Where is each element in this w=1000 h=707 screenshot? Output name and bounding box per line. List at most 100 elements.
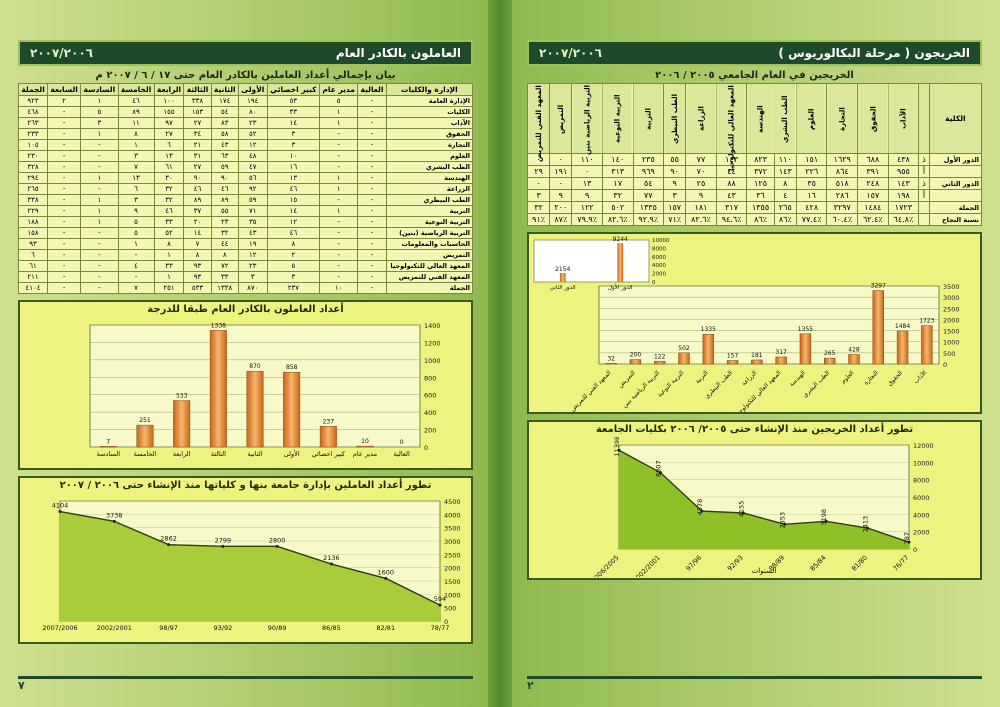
staff-table-cell: ١٤ [266,117,321,129]
x-tick-label: الثانية [248,450,263,458]
staff-table-cell: ٢٦٥ [17,183,49,195]
staff-table-cell: الطب البشري [385,161,474,173]
staff-table-cell: ١٦ [266,161,321,173]
x-tick-label: التربية [694,369,710,385]
data-point [275,544,279,548]
graduates-table-cell: ١٧ [601,177,634,190]
staff-table-cell: - [80,260,119,272]
staff-table-cell: ٢ [47,95,82,107]
staff-table-cell: الإدارة العامة [385,95,474,107]
staff-table-cell: ٨ [183,249,212,261]
staff-table-cell: ٤٨ [237,150,268,162]
graduates-table-cell: ١٦ [795,189,828,202]
staff-table-cell: ١ [80,95,119,107]
bar [99,446,117,448]
graduates-table-cell: ٣٢٩٧ [826,201,859,214]
staff-table-cell: - [47,139,82,151]
staff-table-cell: ٨ [266,238,321,250]
staff-table-cell: ٥ [80,106,119,118]
staff-table-cell: ٥٩ [210,161,239,173]
series-line [59,510,441,606]
y-tick-label: 10000 [913,459,934,467]
staff-table-cell: ١٣ [117,172,155,184]
graduates-table-cell: ٪٧٧.٤ [795,213,828,226]
graduates-table-cell: ١٥١ [795,153,828,166]
y-tick-label: 3500 [943,283,960,291]
staff-table-cell: - [47,172,82,184]
staff-table-cell: ١ [80,172,119,184]
staff-table-row: الإدارة العامة -٥ ٥٣ ١٩٤ ١٧٤ ٣٣٨ ١٠٠ ٤٦ ١ ٢ ٩٢٣ [17,95,474,107]
graduates-table-cell: ٣١٣ [601,165,634,178]
staff-table-cell: ٢٩٤ [17,172,49,184]
graduates-table-cell: ١٢٥ [746,177,775,190]
staff-table-cell: ٢١١ [17,271,49,283]
staff-table-cell: - [47,117,82,129]
graduates-table-cell: ٢٨٦ [826,189,859,202]
y-tick-label: 12000 [913,442,934,450]
x-tick-label: كبير اخصائي [312,450,346,458]
graduates-table-cell [928,165,983,178]
x-tick-label: 78/77 [431,624,450,632]
data-point [384,576,388,580]
staff-table-cell: - [319,161,359,173]
staff-table-header-cell: مدير عام [319,83,359,96]
staff-table-cell: - [357,282,387,294]
area-fill [619,450,909,549]
bar-data-label: 317 [775,349,787,356]
staff-table-cell: ٣٢٨ [17,161,49,173]
staff-table-row: المعهد الفني للتمريض - -٣ ٣ ٣٣ ٩٣ ١- - -٢١١ [17,271,474,283]
x-tick-label: الخامسة [134,450,157,458]
y-tick-label: 1000 [943,339,960,347]
staff-table-row: الطب البيطري - -١٥ ٥٩ ٨٩ ٨٩ ٣٢ ٣ ١-٣٣٨ [17,194,474,206]
staff-table-cell: - [47,260,82,272]
graduates-table-cell: ٠ [571,165,603,178]
staff-table-cell: ٥٢ [237,128,268,140]
graduates-table-cell: ٢٩ [526,165,551,178]
staff-bar-chart-box: أعداد العاملون بالكادر العام طبقا للدرجة… [18,300,473,470]
x-tick-label: 86/85 [322,624,341,632]
staff-table-cell: التمريض [385,249,474,261]
bar-data-label: 122 [654,353,666,360]
staff-table-cell: ٥٦ [237,172,268,184]
staff-table-cell: ٤ [117,260,155,272]
y-tick-label: 200 [424,427,436,435]
graduates-table-cell: ١٧٢٣ [887,201,920,214]
staff-table-cell: ٧٢ [210,260,239,272]
graduates-line-chart: 0 2000 4000 6000 8000 10000 12000 787 76/77 2413 8… [590,436,934,584]
x-tick-label: 93/92 [213,624,232,632]
staff-table-cell: ٦ [153,139,185,151]
graduates-table-cell: ١٣٥٥ [746,201,775,214]
staff-table-cell: - [357,194,387,206]
staff-table-cell: ١ [80,216,119,228]
staff-table-cell: الهندسة [385,172,474,184]
staff-table-cell: ١ [319,172,359,184]
bar-data-label: 237 [323,418,335,425]
staff-table-cell: - [357,150,387,162]
x-tick-label: الآداب [912,369,929,386]
staff-table-header-cell: الأولى [237,83,268,96]
staff-table-cell: ١ [319,117,359,129]
staff-table-cell: ١٥٥ [153,106,185,118]
x-tick-label: العالية [393,450,410,458]
staff-table-cell: - [47,128,82,140]
x-tick-label: 90/89 [268,624,287,632]
graduates-table-cell: أ [918,189,930,202]
x-tick-label: مدير عام [353,450,377,458]
graduates-table-cell: ٧٠ [685,165,717,178]
graduates-table-cell: ٪٩٢.٩ [632,213,665,226]
graduates-table-cell: ٢٤٨ [857,177,889,190]
staff-table-cell: التربية النوعية [385,216,474,228]
staff-table-cell: ١٤ [183,227,212,239]
x-tick-label: العلوم [840,369,856,385]
staff-table-row: الآداب -١ ١٤ ٢٣ ٨٣ ٢٧ ٩٧ ١١ ٣-٢٦٣ [17,117,474,129]
staff-table-cell: ٣ [237,271,268,283]
bar [605,363,617,365]
staff-table-cell: الزراعة [385,183,474,195]
graduates-table-cell: ٠ [526,177,551,190]
graduates-table-header-cell [918,83,930,154]
staff-table-cell: - [357,117,387,129]
staff-table-cell: ٢٧ [183,161,212,173]
left-header-title: العاملون بالكادر العام [335,46,461,60]
bar-data-label: 251 [139,417,151,424]
bar [824,357,836,365]
